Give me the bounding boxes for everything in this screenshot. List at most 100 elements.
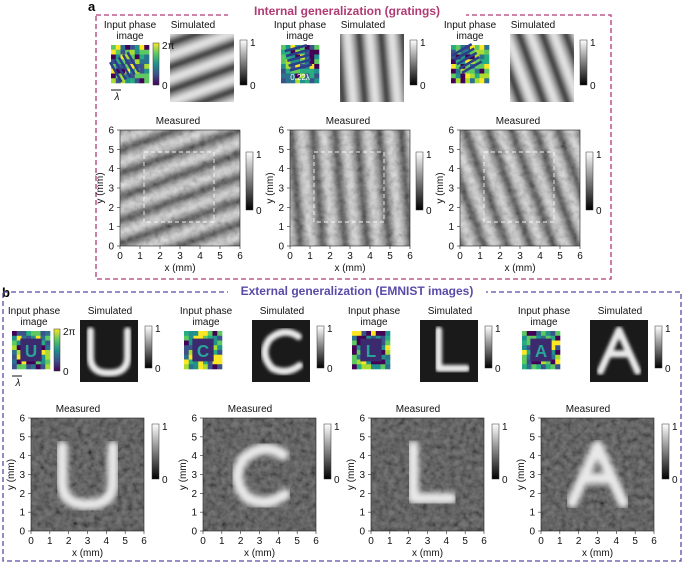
measured-colorbar: 10 [585,150,602,217]
phase-grating-bar [451,43,473,57]
wavelength-label: λ [15,378,21,389]
phase-pixel [352,350,358,356]
phase-pixel [356,345,362,351]
phase-pixel [31,335,37,341]
phase-pixel [40,340,46,346]
panel-b-title: External generalization (EMNIST images) [241,284,474,298]
phase-pixel [120,68,126,74]
colorbar-min-label: 0 [502,475,508,486]
colorbar-gradient [661,423,670,480]
phase-grating-bar [289,63,313,72]
phase-pixel [285,49,291,55]
phase-pixel [16,359,22,365]
phase-colorbar: 2π 0 [152,41,175,92]
phase-pixel [139,45,145,51]
input-phase-label: Input phase [444,20,497,31]
phase-pixel [281,73,287,79]
colorbar-min-label: 0 [420,81,426,92]
phase-pixel [526,364,532,370]
y-tick-label: 3 [448,184,454,195]
phase-pixel [470,45,476,51]
phase-pixel [352,335,358,341]
phase-grating-bar [284,44,308,53]
phase-pixel [484,45,490,51]
x-axis-label: x (mm) [164,263,195,274]
phase-pixel [120,59,126,65]
simulated-letter [261,328,304,375]
phase-pixel [451,49,457,55]
phase-pixel [371,364,377,370]
phase-pixel [385,345,391,351]
phase-pixel [139,64,145,70]
simulated-image [420,320,478,382]
phase-pixel [16,354,22,360]
phase-colorbar: 2π 0 [53,327,76,378]
y-tick-label: 6 [108,126,114,137]
x-tick-label: 1 [557,536,563,547]
input-phase-label: image [20,317,48,328]
input-phase-label: image [530,317,558,328]
phase-pixel [356,354,362,360]
phase-pixel [479,78,485,84]
phase-pixel [35,331,41,337]
phase-pixel [536,364,542,370]
phase-pixel [356,359,362,365]
colorbar-max-label: 1 [334,422,340,433]
y-tick-label: 3 [278,184,284,195]
phase-pixel [144,59,150,65]
phase-pixel [470,78,476,84]
simulated-label: Simulated [88,306,132,317]
grating-stripe [170,64,234,102]
measured-letter [56,441,119,511]
x-tick-label: 0 [287,251,293,262]
phase-pixel [484,68,490,74]
colorbar-max-label: 1 [155,324,161,335]
phase-pixel [526,359,532,365]
measured-image [31,418,144,531]
phase-letter-glyph: A [535,342,547,361]
y-tick-label: 4 [359,451,365,462]
phase-pixel [309,45,315,51]
phase-pixel [45,364,51,370]
phase-pixel [314,54,320,60]
phase-pixel [285,68,291,74]
x-tick-label: 3 [517,251,523,262]
phase-pixel [144,68,150,74]
colorbar-max-label: 1 [162,422,168,433]
x-tick-label: 1 [137,251,143,262]
x-tick-label: 1 [219,536,225,547]
input-phase-label: image [360,317,388,328]
x-tick-label: 4 [537,251,543,262]
phase-pixel [300,78,306,84]
x-tick-label: 3 [257,536,263,547]
phase-pixel [111,49,117,55]
measured-label: Measured [566,404,610,415]
colorbar-max-label: 1 [665,324,671,335]
phase-pixel [144,49,150,55]
plot-axes: 0 1 2 3 4 5 6 0 1 2 3 4 5 6 x (mm) y (mm) [6,414,147,560]
measured-image [541,418,654,531]
y-tick-label: 4 [191,451,197,462]
y-tick-label: 3 [359,470,365,481]
phase-pixel [21,359,27,365]
simulated-colorbar: 10 [409,38,426,92]
phase-pixel [550,354,556,360]
phase-pixel [12,331,18,337]
x-tick-label: 0 [28,536,34,547]
simulated-background [420,320,478,382]
measured-roi-box [143,151,215,223]
phase-pixel [144,64,150,70]
phase-pixel [541,364,547,370]
x-tick-label: 6 [407,251,413,262]
phase-pixel [371,359,377,365]
y-tick-label: 6 [359,414,365,425]
grating-gap [123,0,228,16]
phase-pixel [465,78,471,84]
simulated-letter [86,327,132,377]
phase-pixel [304,54,310,60]
phase-pixel [295,59,301,65]
simulated-label: Simulated [260,306,304,317]
phase-pixel [304,78,310,84]
measured-noise [31,418,144,531]
